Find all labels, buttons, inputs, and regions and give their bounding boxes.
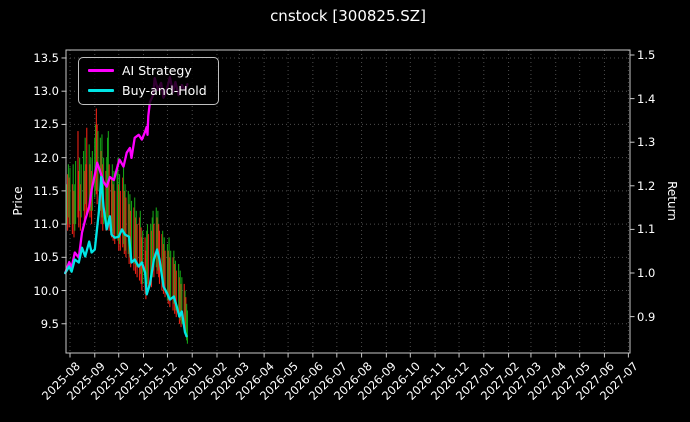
return-tick-label: 1.3: [637, 135, 656, 150]
price-tick-label: 9.5: [40, 316, 59, 331]
series-line-buy-and-hold: [64, 175, 188, 338]
price-tick-label: 12.0: [33, 150, 59, 165]
chart-title: cnstock [300825.SZ]: [270, 7, 426, 25]
return-tick-label: 1.5: [637, 48, 656, 62]
price-tick-label: 11.0: [33, 217, 59, 232]
legend-item-ai-strategy: AI Strategy: [88, 63, 207, 78]
price-tick-label: 13.0: [33, 84, 59, 99]
return-tick-label: 1.4: [637, 91, 656, 106]
price-tick-label: 11.5: [33, 183, 59, 198]
return-tick-label: 1.0: [637, 265, 656, 280]
buy-and-hold-line-swatch: [88, 89, 114, 92]
plot-border: [65, 49, 631, 354]
legend-item-buy-and-hold: Buy-and-Hold: [88, 83, 207, 98]
price-tick-label: 13.5: [33, 50, 59, 65]
return-tick-label: 1.1: [637, 222, 656, 237]
price-tick-label: 12.5: [33, 117, 59, 132]
legend-label: AI Strategy: [122, 63, 192, 78]
legend: AI Strategy Buy-and-Hold: [78, 57, 219, 105]
legend-label: Buy-and-Hold: [122, 83, 207, 98]
ai-strategy-line-swatch: [88, 69, 114, 72]
return-tick-label: 1.2: [637, 178, 656, 193]
return-tick-label: 0.9: [637, 309, 656, 324]
price-tick-label: 10.5: [33, 250, 59, 265]
price-tick-label: 10.0: [33, 283, 59, 298]
